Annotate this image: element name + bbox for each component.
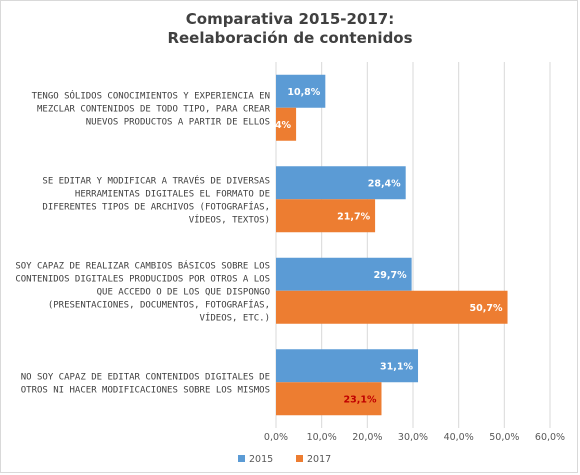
legend-swatch-2015 <box>238 455 245 462</box>
category-label: SE EDITAR Y MODIFICAR A TRAVÉS DE DIVERS… <box>42 174 270 225</box>
bar-2017 <box>276 199 376 233</box>
bar-2015 <box>276 74 326 108</box>
x-tick-label: 20,0% <box>352 432 382 443</box>
bar-2015 <box>276 257 412 291</box>
x-tick-label: 60,0% <box>535 432 565 443</box>
x-tick-label: 40,0% <box>444 432 474 443</box>
category-label: TENGO SÓLIDOS CONOCIMIENTOS Y EXPERIENCI… <box>32 89 271 127</box>
data-label: 28,4% <box>368 178 401 189</box>
bar-2015 <box>276 349 419 383</box>
bar-2017 <box>276 290 508 324</box>
bar-2017 <box>276 382 382 416</box>
category-label: NO SOY CAPAZ DE EDITAR CONTENIDOS DIGITA… <box>21 372 270 395</box>
legend-swatch-2017 <box>296 455 303 462</box>
x-tick-label: 50,0% <box>489 432 519 443</box>
data-label: 23,1% <box>344 394 377 405</box>
legend-label: 2017 <box>307 454 331 465</box>
data-label: 21,7% <box>337 211 370 222</box>
x-tick-label: 0,0% <box>264 432 288 443</box>
bar-2017 <box>276 107 297 141</box>
chart-title: Comparativa 2015-2017: Reelaboración de c… <box>167 10 412 47</box>
data-label: 10,8% <box>287 87 320 98</box>
data-label: 29,7% <box>374 270 407 281</box>
data-label: 4,4% <box>265 120 292 131</box>
category-label: SOY CAPAZ DE REALIZAR CAMBIOS BÁSICOS SO… <box>15 259 270 323</box>
x-tick-label: 30,0% <box>398 432 428 443</box>
data-label: 50,7% <box>470 303 503 314</box>
data-label: 31,1% <box>380 361 413 372</box>
legend-label: 2015 <box>249 454 273 465</box>
bar-2015 <box>276 166 406 200</box>
x-tick-label: 10,0% <box>307 432 337 443</box>
